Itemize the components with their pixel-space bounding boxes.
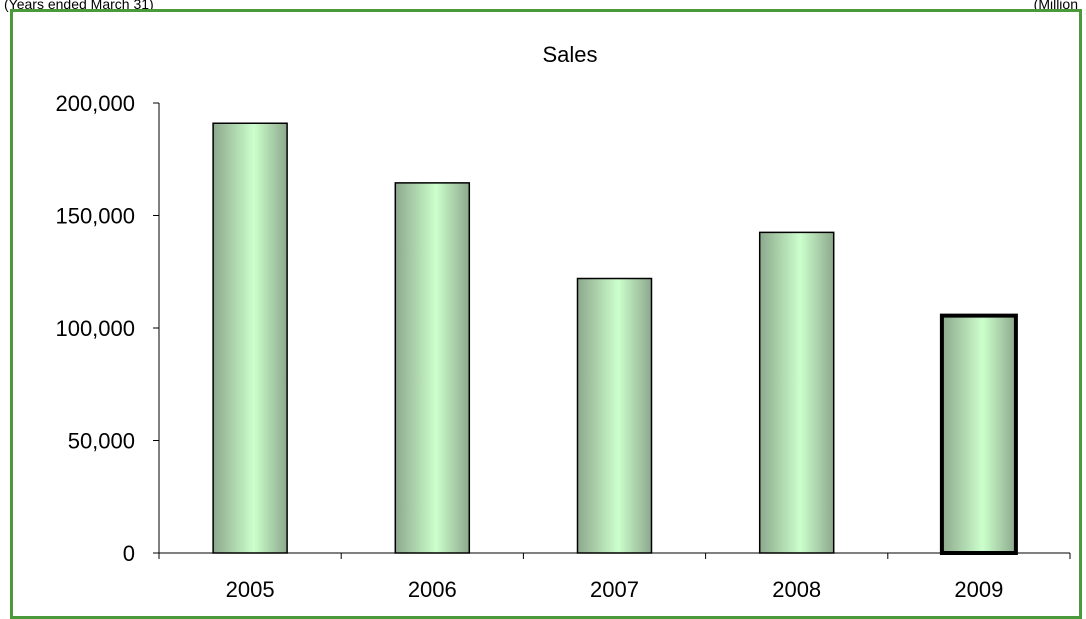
bar-2009	[939, 313, 1018, 555]
x-tick-label: 2007	[590, 577, 639, 602]
y-tick-label: 0	[123, 541, 135, 566]
y-tick-labels: 0 50,000 100,000 150,000 200,000	[55, 91, 135, 566]
bar-2006	[394, 182, 471, 554]
y-tick-label: 50,000	[68, 429, 135, 454]
y-tick-label: 150,000	[55, 204, 135, 229]
chart-title: Sales	[542, 42, 597, 67]
y-tick-label: 200,000	[55, 91, 135, 116]
x-tick-label: 2005	[226, 577, 275, 602]
bar-2005	[212, 122, 288, 554]
bar-2008	[758, 231, 835, 554]
x-tick-label: 2006	[408, 577, 457, 602]
x-tick-label: 2009	[954, 577, 1003, 602]
bars	[212, 122, 1018, 555]
x-tick-labels: 2005 2006 2007 2008 2009	[226, 577, 1004, 602]
period-note: (Years ended March 31)	[4, 0, 154, 12]
x-tick-label: 2008	[772, 577, 821, 602]
unit-note: (Million	[1033, 0, 1078, 12]
y-tick-label: 100,000	[55, 316, 135, 341]
bar-2007	[576, 277, 653, 554]
